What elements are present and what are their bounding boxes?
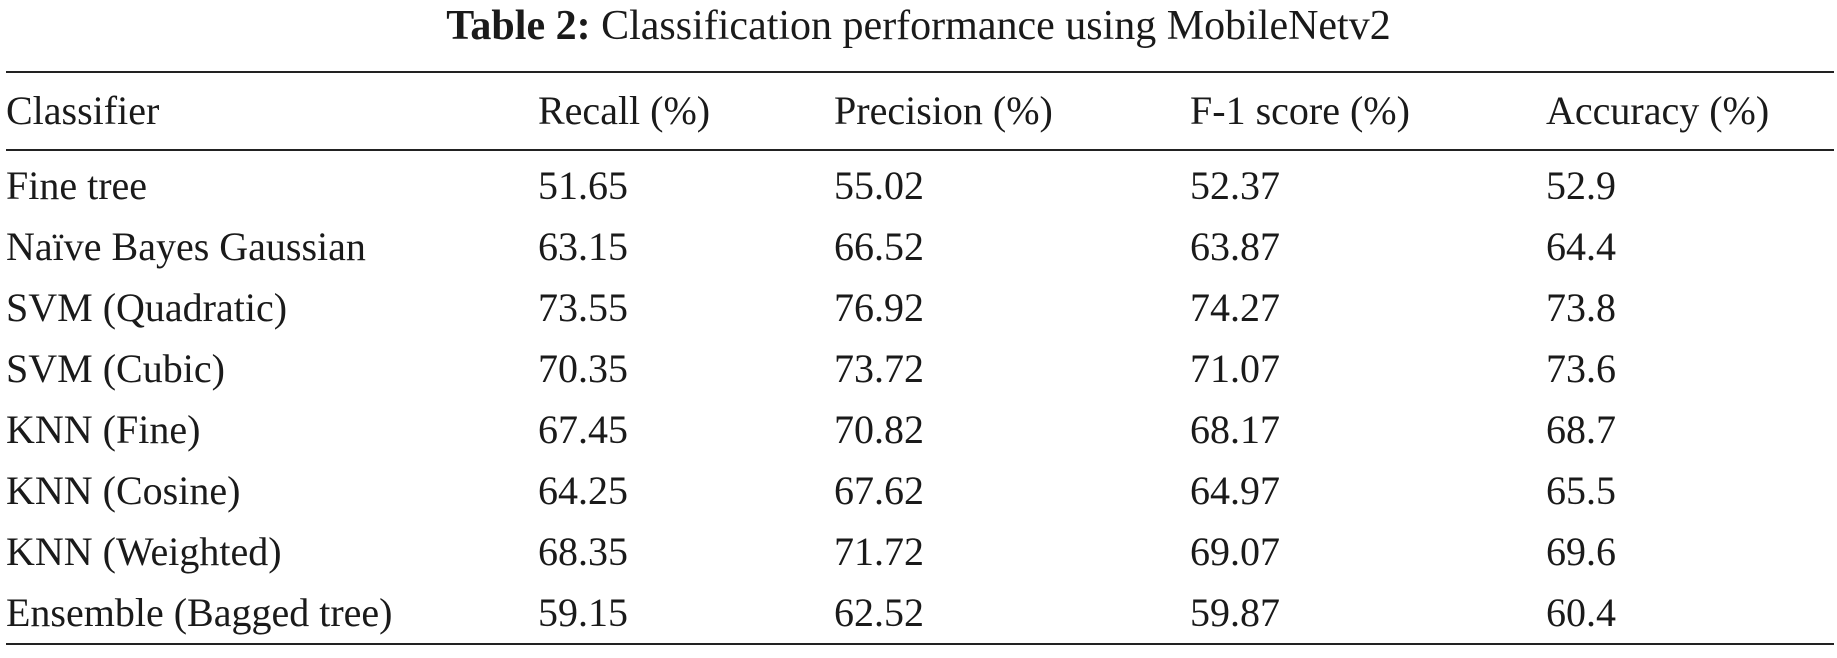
cell-precision: 66.52 [834, 224, 924, 269]
cell-precision: 55.02 [834, 163, 924, 208]
table-row: KNN (Weighted) 68.35 71.72 69.07 69.6 [6, 521, 1834, 582]
table-row: KNN (Fine) 67.45 70.82 68.17 68.7 [6, 399, 1834, 460]
cell-classifier: Fine tree [6, 163, 148, 208]
cell-classifier: Naïve Bayes Gaussian [6, 224, 366, 269]
cell-f1-score: 52.37 [1190, 163, 1280, 208]
table-caption: Table 2: Classification performance usin… [0, 0, 1837, 58]
header-precision: Precision (%) [834, 88, 1053, 133]
cell-classifier: KNN (Cosine) [6, 468, 241, 513]
table-caption-label: Table 2: [446, 3, 591, 49]
cell-recall: 67.45 [538, 407, 628, 452]
results-table: Classifier Recall (%) Precision (%) F-1 … [6, 71, 1834, 645]
cell-recall: 68.35 [538, 529, 628, 574]
cell-classifier: KNN (Fine) [6, 407, 201, 452]
cell-f1-score: 64.97 [1190, 468, 1280, 513]
cell-precision: 73.72 [834, 346, 924, 391]
table-caption-text: Classification performance using MobileN… [601, 3, 1391, 49]
header-accuracy: Accuracy (%) [1546, 88, 1770, 133]
cell-precision: 71.72 [834, 529, 924, 574]
cell-precision: 70.82 [834, 407, 924, 452]
cell-recall: 63.15 [538, 224, 628, 269]
table-row: Naïve Bayes Gaussian 63.15 66.52 63.87 6… [6, 216, 1834, 277]
table-row: Fine tree 51.65 55.02 52.37 52.9 [6, 150, 1834, 216]
cell-accuracy: 60.4 [1546, 590, 1616, 635]
cell-precision: 76.92 [834, 285, 924, 330]
cell-recall: 64.25 [538, 468, 628, 513]
cell-recall: 51.65 [538, 163, 628, 208]
header-classifier: Classifier [6, 88, 160, 133]
cell-accuracy: 64.4 [1546, 224, 1616, 269]
cell-precision: 67.62 [834, 468, 924, 513]
results-table-container: Classifier Recall (%) Precision (%) F-1 … [6, 71, 1834, 645]
cell-accuracy: 69.6 [1546, 529, 1616, 574]
cell-recall: 59.15 [538, 590, 628, 635]
cell-classifier: SVM (Cubic) [6, 346, 225, 391]
cell-recall: 70.35 [538, 346, 628, 391]
cell-classifier: Ensemble (Bagged tree) [6, 590, 393, 635]
cell-f1-score: 59.87 [1190, 590, 1280, 635]
cell-f1-score: 69.07 [1190, 529, 1280, 574]
cell-f1-score: 63.87 [1190, 224, 1280, 269]
cell-f1-score: 74.27 [1190, 285, 1280, 330]
cell-accuracy: 68.7 [1546, 407, 1616, 452]
table-row: SVM (Cubic) 70.35 73.72 71.07 73.6 [6, 338, 1834, 399]
cell-recall: 73.55 [538, 285, 628, 330]
table-header-row: Classifier Recall (%) Precision (%) F-1 … [6, 72, 1834, 150]
cell-accuracy: 73.8 [1546, 285, 1616, 330]
header-recall: Recall (%) [538, 88, 711, 133]
table-row: SVM (Quadratic) 73.55 76.92 74.27 73.8 [6, 277, 1834, 338]
cell-classifier: SVM (Quadratic) [6, 285, 288, 330]
cell-f1-score: 71.07 [1190, 346, 1280, 391]
table-row: KNN (Cosine) 64.25 67.62 64.97 65.5 [6, 460, 1834, 521]
cell-classifier: KNN (Weighted) [6, 529, 282, 574]
cell-accuracy: 73.6 [1546, 346, 1616, 391]
table-row: Ensemble (Bagged tree) 59.15 62.52 59.87… [6, 582, 1834, 644]
cell-accuracy: 52.9 [1546, 163, 1616, 208]
cell-precision: 62.52 [834, 590, 924, 635]
header-f1-score: F-1 score (%) [1190, 88, 1410, 133]
cell-accuracy: 65.5 [1546, 468, 1616, 513]
cell-f1-score: 68.17 [1190, 407, 1280, 452]
